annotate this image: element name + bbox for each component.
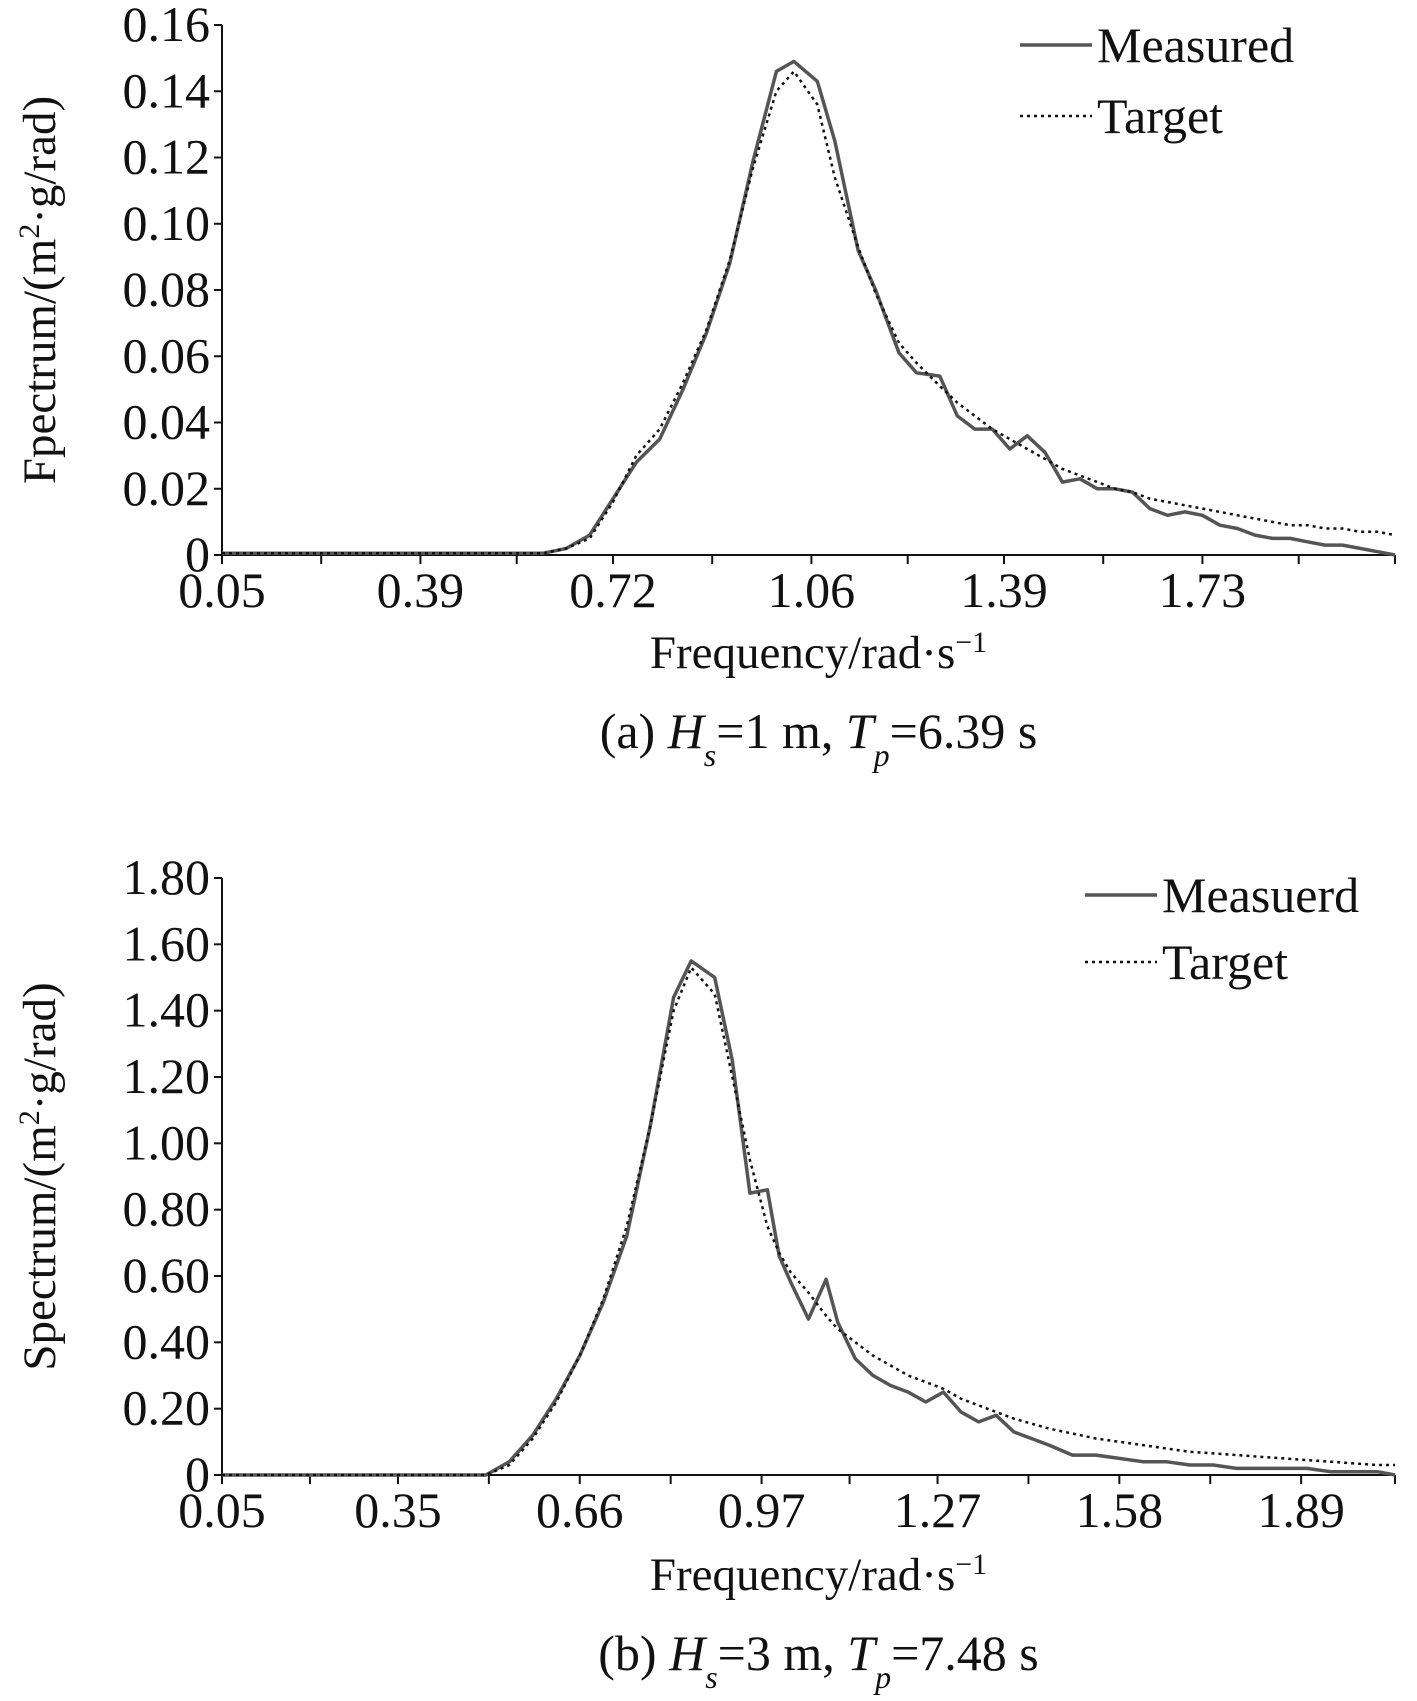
series-line-target: [222, 70, 1396, 555]
x-axis-title: Frequency/rad·s−1: [650, 1548, 987, 1602]
caption-h-symbol: H: [667, 703, 707, 759]
y-tick-label: 0.60: [123, 1247, 211, 1303]
chart-caption: (b) Hs=3 m, Tp=7.48 s: [598, 1625, 1038, 1695]
y-tick-label: 0: [185, 1446, 210, 1502]
caption-t-value: =6.39 s: [890, 703, 1038, 759]
caption-t-symbol: T: [846, 703, 877, 759]
x-axis-title-main: Frequency/rad·s: [650, 627, 955, 679]
y-axis-title-main: Spectrum/(m: [14, 1125, 66, 1370]
x-tick-label: 1.06: [768, 562, 856, 618]
y-tick-label: 0.40: [123, 1313, 211, 1369]
series-line-measuerd: [222, 959, 1396, 1477]
x-tick-label: 1.73: [1159, 562, 1247, 618]
chart-b: 0 0.20 0.40 0.60 0.80 1.00 1.20 1.40 1.60 1.80 0.0…: [13, 850, 1396, 1695]
caption-t-subscript: p: [873, 1659, 891, 1695]
caption-t-subscript: p: [872, 737, 890, 773]
legend-label-measuerd: Measuerd: [1162, 867, 1359, 923]
x-axis-title-sup: −1: [955, 626, 987, 659]
y-tick-label: 0.20: [123, 1380, 211, 1436]
x-tick-label: 0.97: [718, 1482, 806, 1538]
x-tick-label: 1.27: [894, 1482, 982, 1538]
x-tick-label: 1.39: [960, 562, 1048, 618]
y-tick-label: 1.00: [123, 1114, 211, 1170]
y-axis-title: Spectrum/(m2·g/rad): [13, 982, 67, 1370]
y-axis-title-rest: ·g/rad): [14, 982, 66, 1110]
series-line-measured: [222, 59, 1396, 557]
y-tick-label: 0.80: [123, 1181, 211, 1237]
legend-label-measured: Measured: [1097, 17, 1294, 73]
y-tick-label: 0.12: [123, 129, 211, 185]
caption-h-value: =1 m,: [716, 703, 846, 759]
caption-t-value: =7.48 s: [891, 1625, 1039, 1681]
caption-h-subscript: s: [704, 737, 716, 773]
y-axis-title-sup: 2: [13, 224, 46, 239]
y-tick-label: 0: [185, 526, 210, 582]
x-axis-title: Frequency/rad·s−1: [650, 626, 987, 680]
x-axis-title-main: Frequency/rad·s: [650, 1549, 955, 1601]
y-axis-title: Fpectrum/(m2·g/rad): [13, 96, 67, 484]
y-tick-label: 1.40: [123, 982, 211, 1038]
chart-caption: (a) Hs=1 m, Tp=6.39 s: [600, 703, 1038, 773]
caption-h-symbol: H: [668, 1625, 708, 1681]
chart-a: 0 0.02 0.04 0.06 0.08 0.10 0.12 0.14 0.16 0.05 0.3…: [13, 0, 1396, 773]
y-tick-label: 0.08: [123, 261, 211, 317]
x-tick-label: 1.89: [1257, 1482, 1345, 1538]
y-tick-label: 0.16: [123, 0, 211, 52]
x-tick-label: 0.35: [354, 1482, 442, 1538]
y-tick-label: 1.60: [123, 915, 211, 971]
x-tick-label: 0.66: [536, 1482, 624, 1538]
caption-h-value: =3 m,: [718, 1625, 848, 1681]
caption-t-symbol: T: [847, 1625, 878, 1681]
legend-label-target: Target: [1097, 88, 1223, 144]
y-tick-label: 0.10: [123, 195, 211, 251]
y-axis-title-sup: 2: [13, 1110, 46, 1125]
x-axis-title-sup: −1: [955, 1548, 987, 1581]
y-axis-title-main: Fpectrum/(m: [14, 239, 66, 484]
x-tick-label: 1.58: [1076, 1482, 1164, 1538]
y-tick-label: 0.04: [123, 394, 211, 450]
y-tick-label: 1.20: [123, 1048, 211, 1104]
caption-prefix: (b): [598, 1625, 669, 1681]
caption-h-subscript: s: [705, 1659, 717, 1695]
y-tick-label: 0.14: [123, 62, 211, 118]
y-tick-label: 0.02: [123, 460, 211, 516]
x-tick-label: 0.72: [569, 562, 657, 618]
x-tick-label: 0.39: [377, 562, 465, 618]
legend-label-target: Target: [1162, 934, 1288, 990]
y-axis-title-rest: ·g/rad): [14, 96, 66, 224]
y-tick-label: 1.80: [123, 850, 211, 905]
caption-prefix: (a): [600, 703, 668, 759]
x-tick-label: 0.05: [178, 1482, 266, 1538]
y-tick-label: 0.06: [123, 327, 211, 383]
x-tick-label: 0.05: [178, 562, 266, 618]
series-line-target: [222, 966, 1395, 1477]
